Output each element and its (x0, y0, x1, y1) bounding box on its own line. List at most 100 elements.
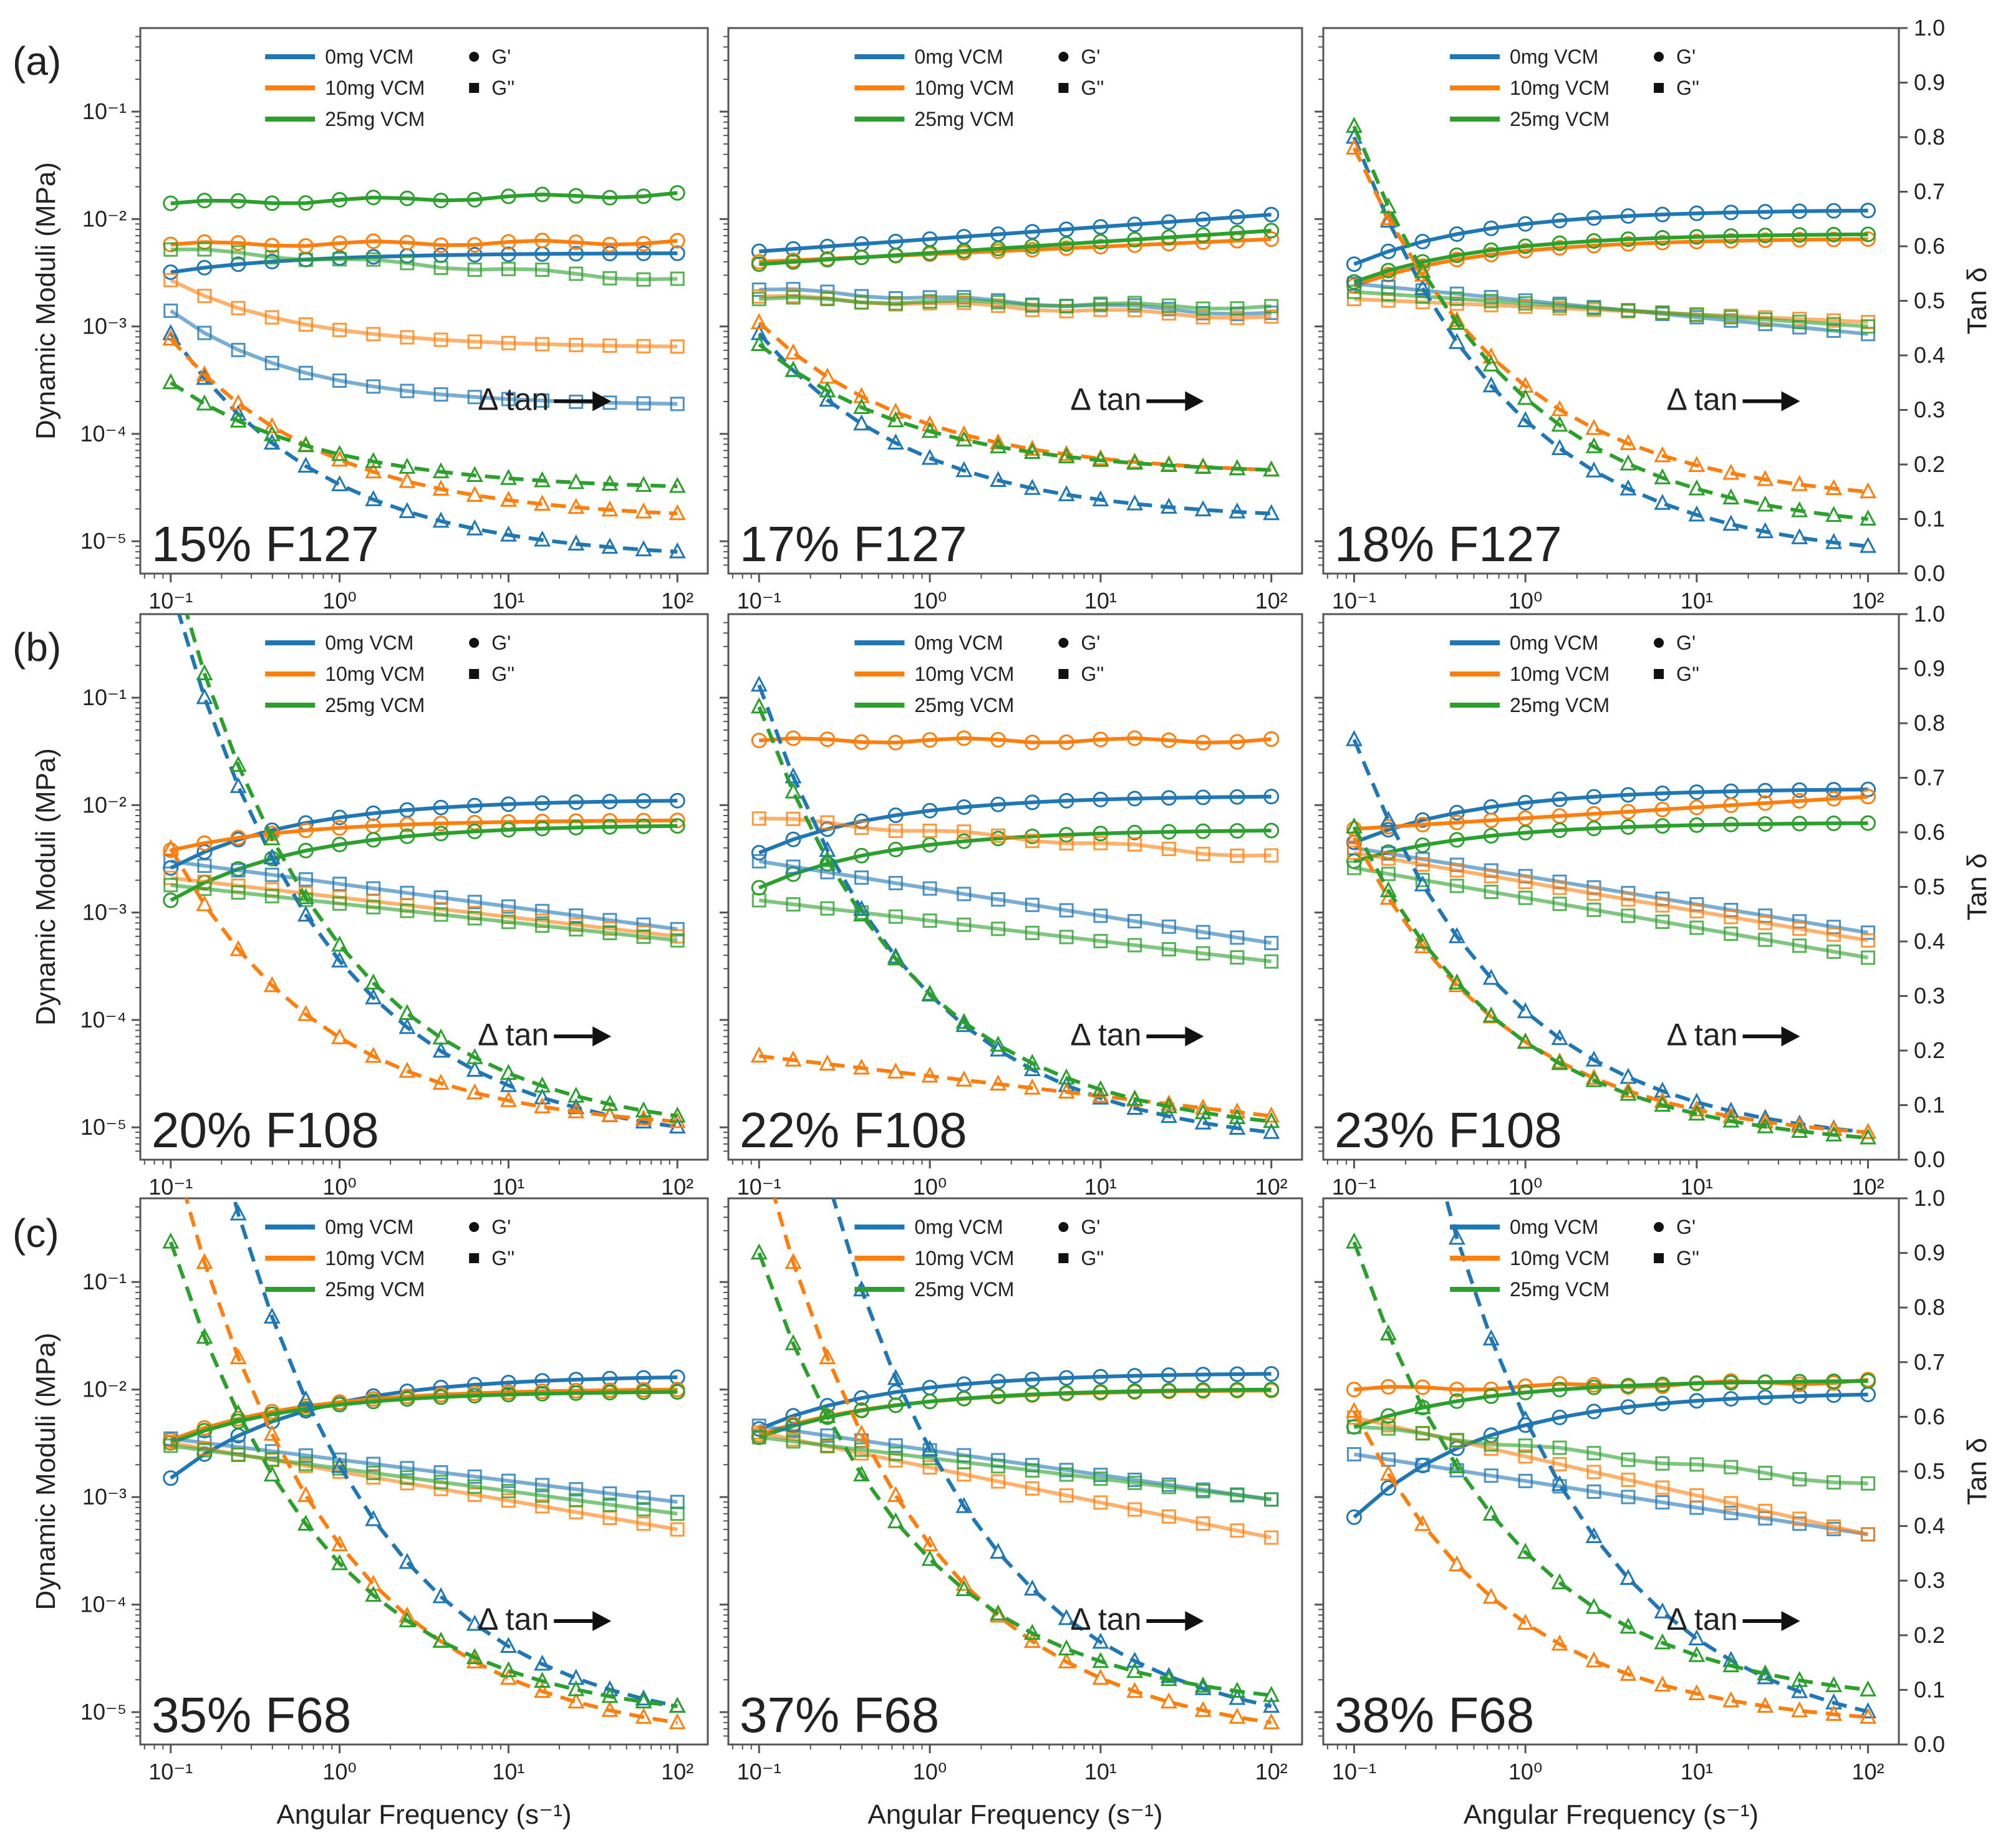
series-0mg-vcm-g- (751, 1365, 1280, 1437)
data-point (1517, 1032, 1534, 1049)
data-point (1722, 1656, 1740, 1673)
data-point (1380, 1480, 1396, 1496)
data-point (1826, 231, 1842, 248)
data-point (1722, 1691, 1740, 1708)
data-point (887, 949, 904, 966)
data-point (1229, 789, 1245, 805)
data-point (1092, 1632, 1109, 1649)
data-point (1620, 208, 1636, 224)
data-point (1161, 1367, 1177, 1383)
arrow-icon (1185, 1026, 1204, 1047)
data-point (1758, 915, 1773, 930)
data-point (264, 888, 279, 903)
legend: 0mg VCM 10mg VCM 25mg VCM G' G'' (854, 1216, 1104, 1301)
data-point (922, 802, 938, 819)
data-point (398, 1004, 416, 1021)
x-tick-label: 10² (1852, 588, 1885, 614)
data-point (466, 1047, 483, 1064)
legend-marker-label: G' (1676, 1216, 1696, 1238)
data-point (569, 1493, 584, 1508)
data-point (569, 1482, 584, 1497)
data-point (784, 343, 802, 360)
data-point (1161, 732, 1177, 748)
data-point (1757, 1109, 1774, 1125)
data-point (1059, 930, 1074, 945)
data-point (432, 511, 450, 528)
data-point (751, 811, 766, 826)
y2-axis-label: Tan δ (1962, 1438, 1992, 1505)
data-point (1414, 262, 1431, 278)
data-point (365, 1586, 382, 1602)
data-point (298, 872, 313, 887)
data-point (819, 1407, 836, 1423)
data-point (1380, 1379, 1396, 1395)
data-point (1195, 227, 1211, 243)
data-point (1127, 791, 1143, 807)
legend-label: 0mg VCM (325, 632, 413, 654)
data-point (264, 1444, 279, 1459)
data-point (264, 250, 279, 265)
y-tick-label: 10⁻¹ (82, 99, 127, 124)
series-line (1352, 825, 1868, 1140)
data-point (1654, 1095, 1671, 1112)
data-point (1161, 842, 1176, 857)
data-point (820, 901, 835, 916)
data-point (500, 1637, 517, 1653)
data-point (1757, 816, 1774, 832)
data-point (1689, 799, 1705, 816)
plot-frame (139, 613, 709, 1161)
series-line (758, 1372, 1272, 1431)
data-point (432, 1631, 450, 1648)
data-point (1161, 1382, 1177, 1398)
data-point (467, 895, 482, 910)
data-point (1345, 1402, 1363, 1418)
series-25mg-vcm-g- (163, 185, 685, 211)
data-point (398, 502, 416, 518)
series-25mg-vcm-tan- (750, 1243, 1280, 1702)
data-point (1722, 488, 1740, 504)
data-point (1757, 469, 1774, 486)
data-point (1620, 1399, 1636, 1415)
data-point (1585, 1651, 1603, 1668)
data-point (534, 1097, 551, 1114)
data-point (1379, 1464, 1397, 1481)
data-point (230, 1413, 246, 1430)
data-point (466, 814, 483, 830)
series-line (1353, 237, 1868, 287)
data-point (467, 1479, 482, 1494)
data-point (1380, 819, 1396, 835)
data-point (887, 247, 904, 263)
data-point (1346, 256, 1362, 272)
data-point (635, 476, 652, 492)
data-point (1161, 790, 1177, 806)
y2-tick-label: 0.1 (1914, 1677, 1945, 1702)
data-point (197, 882, 212, 897)
data-point (1586, 210, 1602, 226)
data-point (1127, 938, 1142, 953)
delta-tan-annotation: Δ tan (478, 1017, 612, 1052)
data-point (853, 1058, 871, 1075)
series-25mg-vcm-g- (751, 893, 1279, 969)
data-point (955, 1574, 973, 1591)
x-axis-label: Angular Frequency (s⁻¹) (867, 1799, 1162, 1830)
data-point (1195, 1382, 1211, 1398)
legend: 0mg VCM 10mg VCM 25mg VCM G' G'' (265, 46, 514, 130)
legend: 0mg VCM 10mg VCM 25mg VCM G' G'' (854, 632, 1104, 716)
data-point (887, 402, 904, 419)
data-point (1093, 933, 1108, 948)
data-point (668, 476, 686, 493)
data-point (601, 1106, 619, 1122)
legend-label: 10mg VCM (914, 1247, 1014, 1269)
data-point (1024, 238, 1040, 254)
data-point (264, 355, 279, 370)
x-tick-label: 10⁻¹ (1332, 1174, 1376, 1200)
data-point (467, 1487, 482, 1502)
data-point (229, 756, 247, 772)
data-point (1517, 1002, 1534, 1019)
data-point (433, 261, 448, 276)
series-layer (162, 185, 686, 559)
data-point (887, 1512, 904, 1529)
delta-tan-annotation: Δ tan (1667, 1602, 1800, 1637)
data-point (1654, 1675, 1671, 1692)
data-point (534, 1076, 551, 1093)
